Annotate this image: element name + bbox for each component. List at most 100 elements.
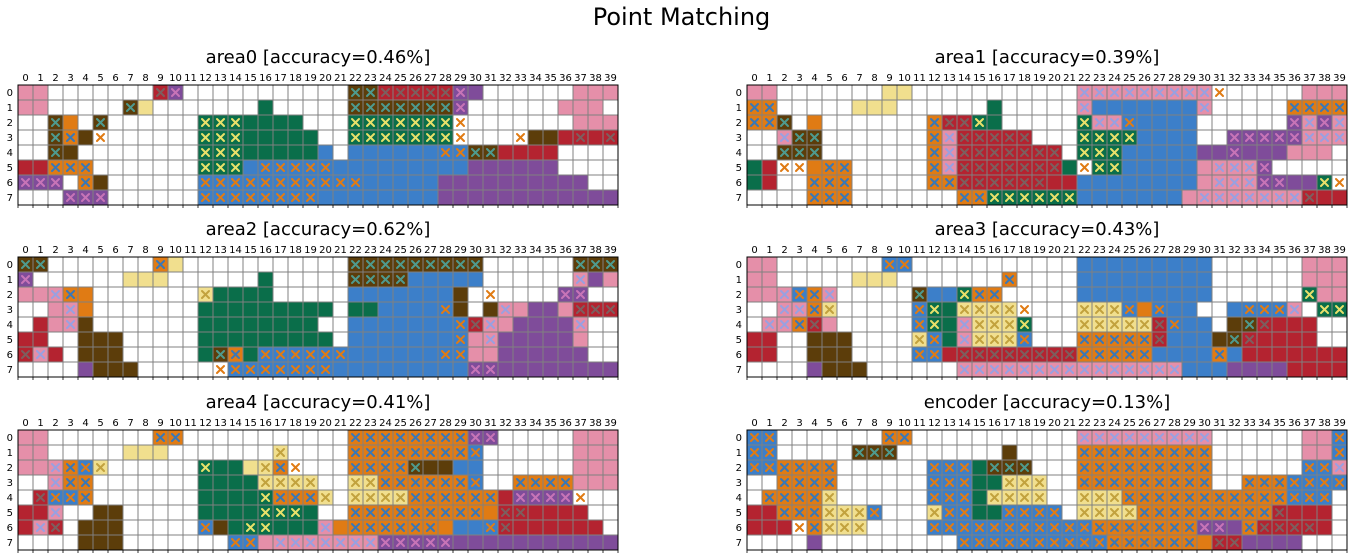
heatmap-cell bbox=[572, 444, 589, 461]
heatmap-cell bbox=[317, 429, 334, 446]
heatmap-encoder: 0 1 2 3 4 5 6 7 8 9 10 11 12 13 14 15 16 17 18 19 20 21 22 23 24… bbox=[736, 418, 1348, 553]
heatmap-cell bbox=[197, 316, 214, 333]
heatmap-cell bbox=[761, 519, 778, 536]
cross-marker bbox=[1080, 478, 1089, 487]
cross-marker bbox=[471, 478, 480, 487]
heatmap-cell bbox=[971, 84, 988, 101]
heatmap-cell bbox=[77, 346, 94, 363]
cross-marker bbox=[1110, 305, 1119, 314]
heatmap-cell bbox=[557, 504, 574, 521]
heatmap-cell bbox=[482, 114, 499, 131]
heatmap-cell bbox=[1211, 286, 1228, 303]
heatmap-cell bbox=[926, 256, 943, 273]
heatmap-cell bbox=[1226, 114, 1243, 131]
heatmap-cell bbox=[152, 99, 169, 116]
heatmap-cell bbox=[527, 519, 544, 536]
heatmap-cell bbox=[1211, 129, 1228, 146]
x-tick-label: 11 bbox=[184, 245, 197, 256]
heatmap-cell bbox=[17, 84, 34, 101]
cross-marker bbox=[1080, 365, 1089, 374]
heatmap-cell bbox=[1316, 256, 1333, 273]
cross-marker bbox=[1125, 433, 1134, 442]
heatmap-cell bbox=[851, 189, 868, 206]
cross-marker bbox=[1230, 163, 1239, 172]
cross-marker bbox=[885, 260, 894, 269]
panel-area1: area1 [accuracy=0.39%] 0 1 2 3 4 5 6 7 8 9 10 11 12 1… bbox=[736, 48, 1352, 208]
heatmap-cell bbox=[212, 429, 229, 446]
x-tick-label: 33 bbox=[514, 418, 527, 429]
heatmap-cell bbox=[881, 286, 898, 303]
cross-marker bbox=[825, 305, 834, 314]
heatmap-cell bbox=[107, 444, 124, 461]
heatmap-cell bbox=[761, 129, 778, 146]
x-tick-label: 27 bbox=[424, 418, 437, 429]
cross-marker bbox=[1245, 163, 1254, 172]
cross-marker bbox=[1110, 118, 1119, 127]
heatmap-cell bbox=[377, 346, 394, 363]
heatmap-cell bbox=[167, 174, 184, 191]
cross-marker bbox=[1185, 538, 1194, 547]
heatmap-cell bbox=[1301, 361, 1318, 378]
cross-marker bbox=[1290, 133, 1299, 142]
y-tick-label: 4 bbox=[736, 148, 742, 159]
cross-marker bbox=[945, 148, 954, 157]
panel-title: area4 [accuracy=0.41%] bbox=[205, 392, 431, 413]
cross-marker bbox=[291, 163, 300, 172]
heatmap-cell bbox=[1256, 256, 1273, 273]
x-tick-label: 35 bbox=[544, 245, 557, 256]
cross-marker bbox=[1005, 148, 1014, 157]
cross-marker bbox=[1320, 118, 1329, 127]
cross-marker bbox=[990, 365, 999, 374]
heatmap-cell bbox=[587, 331, 604, 348]
heatmap-cell bbox=[482, 534, 499, 551]
cross-marker bbox=[1035, 193, 1044, 202]
heatmap-cell bbox=[212, 99, 229, 116]
cross-marker bbox=[411, 538, 420, 547]
cross-marker bbox=[66, 320, 75, 329]
heatmap-cell bbox=[1331, 534, 1348, 551]
heatmap-cell bbox=[512, 519, 529, 536]
cross-marker bbox=[351, 260, 360, 269]
heatmap-cell bbox=[497, 114, 514, 131]
heatmap-cell bbox=[332, 459, 349, 476]
x-tick-label: 9 bbox=[157, 418, 163, 429]
y-tick-label: 7 bbox=[736, 193, 742, 204]
x-tick-label: 0 bbox=[751, 245, 757, 256]
heatmap-cell bbox=[32, 114, 49, 131]
heatmap-cell bbox=[851, 271, 868, 288]
cross-marker bbox=[1155, 463, 1164, 472]
heatmap-cell bbox=[1331, 331, 1348, 348]
cross-marker bbox=[96, 133, 105, 142]
cross-marker bbox=[855, 523, 864, 532]
heatmap-cell bbox=[911, 361, 928, 378]
heatmap-cell bbox=[1166, 346, 1183, 363]
y-tick-label: 0 bbox=[736, 260, 742, 271]
heatmap-cell bbox=[137, 84, 154, 101]
heatmap-cell bbox=[881, 271, 898, 288]
heatmap-cell bbox=[227, 519, 244, 536]
heatmap-cell bbox=[197, 346, 214, 363]
heatmap-cell bbox=[602, 504, 619, 521]
cross-marker bbox=[1215, 350, 1224, 359]
cross-marker bbox=[1185, 433, 1194, 442]
heatmap-cell bbox=[1286, 316, 1303, 333]
heatmap-cell bbox=[152, 316, 169, 333]
cross-marker bbox=[261, 493, 270, 502]
heatmap-cell bbox=[437, 459, 454, 476]
heatmap-cell bbox=[347, 189, 364, 206]
heatmap-cell bbox=[32, 159, 49, 176]
heatmap-cell bbox=[197, 301, 214, 318]
heatmap-cell bbox=[836, 459, 853, 476]
heatmap-cell bbox=[542, 114, 559, 131]
heatmap-cell bbox=[437, 271, 454, 288]
cross-marker bbox=[1080, 350, 1089, 359]
heatmap-cell bbox=[512, 429, 529, 446]
heatmap-cell bbox=[1136, 144, 1153, 161]
heatmap-cell bbox=[482, 271, 499, 288]
heatmap-cell bbox=[1091, 99, 1108, 116]
heatmap-cell bbox=[926, 429, 943, 446]
heatmap-cell bbox=[1331, 84, 1348, 101]
cross-marker bbox=[825, 163, 834, 172]
heatmap-cell bbox=[77, 129, 94, 146]
cross-marker bbox=[1125, 448, 1134, 457]
